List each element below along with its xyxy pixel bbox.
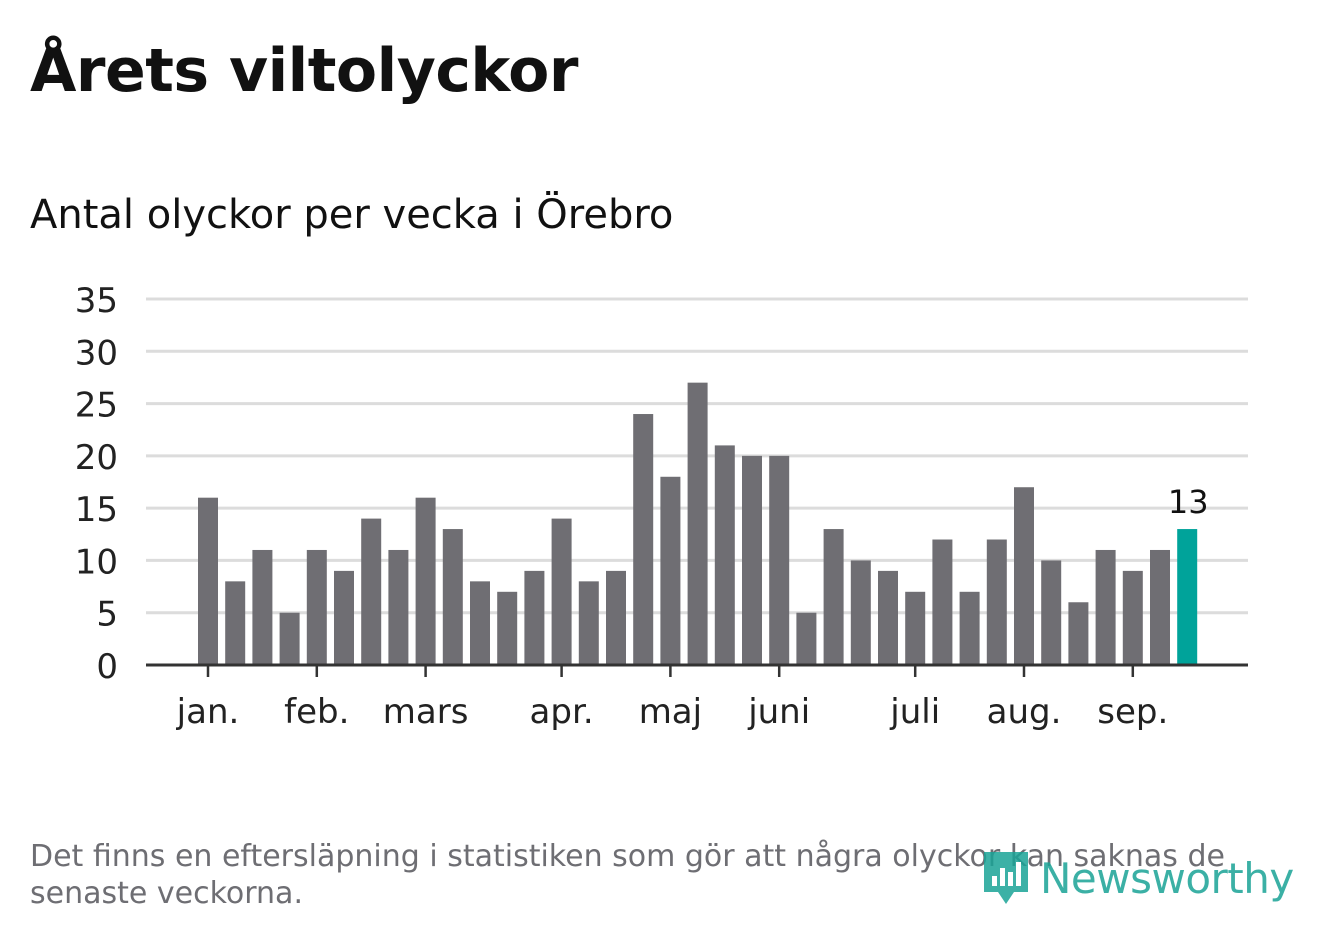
y-tick-label: 30 bbox=[75, 333, 118, 373]
bar bbox=[388, 549, 409, 665]
x-tick-label: aug. bbox=[987, 692, 1062, 732]
x-tick-label: feb. bbox=[284, 692, 349, 732]
y-tick-label: 5 bbox=[96, 595, 118, 635]
bar bbox=[334, 570, 354, 665]
bar bbox=[687, 382, 708, 665]
chart-subtitle: Antal olyckor per vecka i Örebro bbox=[30, 192, 674, 238]
bar-chart: 0 5 10 15 20 25 30 35 jan. feb. mars apr. maj juni ju… bbox=[75, 281, 1248, 732]
bar bbox=[279, 612, 300, 665]
bar bbox=[742, 455, 762, 665]
logo-text: Newsworthy bbox=[1040, 853, 1294, 903]
bar bbox=[633, 414, 654, 665]
highlight-value-label: 13 bbox=[1168, 483, 1209, 521]
x-tick-label: mars bbox=[383, 692, 469, 732]
x-tick-label: maj bbox=[639, 692, 702, 732]
bar bbox=[551, 518, 572, 665]
x-tick-label: apr. bbox=[530, 692, 594, 732]
bar bbox=[823, 529, 844, 665]
bar bbox=[225, 581, 246, 665]
bar bbox=[932, 539, 953, 665]
y-tick-label: 10 bbox=[75, 542, 118, 582]
x-tick-label: sep. bbox=[1097, 692, 1168, 732]
chart-title: Årets viltolyckor bbox=[30, 36, 579, 106]
bar bbox=[986, 539, 1007, 665]
bar bbox=[1041, 560, 1062, 665]
bar bbox=[850, 560, 871, 665]
bar bbox=[905, 591, 926, 665]
bar bbox=[796, 612, 817, 665]
y-tick-label: 15 bbox=[75, 490, 118, 530]
bar bbox=[660, 476, 681, 665]
bar bbox=[252, 549, 273, 665]
x-tick-label: juli bbox=[889, 692, 940, 732]
bar bbox=[878, 570, 898, 665]
bar bbox=[306, 549, 327, 665]
bar bbox=[1014, 487, 1034, 665]
bar bbox=[361, 518, 382, 665]
y-axis-ticks: 0 5 10 15 20 25 30 35 bbox=[75, 281, 118, 687]
bar bbox=[497, 591, 518, 665]
bar bbox=[1150, 549, 1170, 665]
newsworthy-logo-icon bbox=[984, 852, 1028, 904]
y-tick-label: 25 bbox=[75, 386, 118, 426]
x-axis: jan. feb. mars apr. maj juni juli aug. sep. bbox=[146, 663, 1248, 732]
bar bbox=[442, 529, 463, 665]
bar bbox=[714, 445, 735, 665]
y-tick-label: 0 bbox=[96, 647, 118, 687]
newsworthy-logo: Newsworthy bbox=[980, 846, 1294, 910]
x-tick-label: juni bbox=[747, 692, 810, 732]
bar-highlighted bbox=[1177, 529, 1198, 665]
bar bbox=[1095, 549, 1116, 665]
bar bbox=[578, 581, 599, 665]
bar bbox=[606, 570, 626, 665]
y-tick-label: 35 bbox=[75, 281, 118, 321]
bar bbox=[198, 497, 218, 665]
bar bbox=[524, 570, 545, 665]
bar bbox=[959, 591, 980, 665]
bar bbox=[470, 581, 490, 665]
y-tick-label: 20 bbox=[75, 438, 118, 478]
bar bbox=[1122, 570, 1143, 665]
bar bbox=[769, 455, 790, 665]
x-tick-label: jan. bbox=[176, 692, 240, 732]
bars bbox=[198, 382, 1198, 665]
bar bbox=[1068, 602, 1089, 665]
data-labels: 13 bbox=[1168, 483, 1209, 521]
bar bbox=[415, 497, 436, 665]
